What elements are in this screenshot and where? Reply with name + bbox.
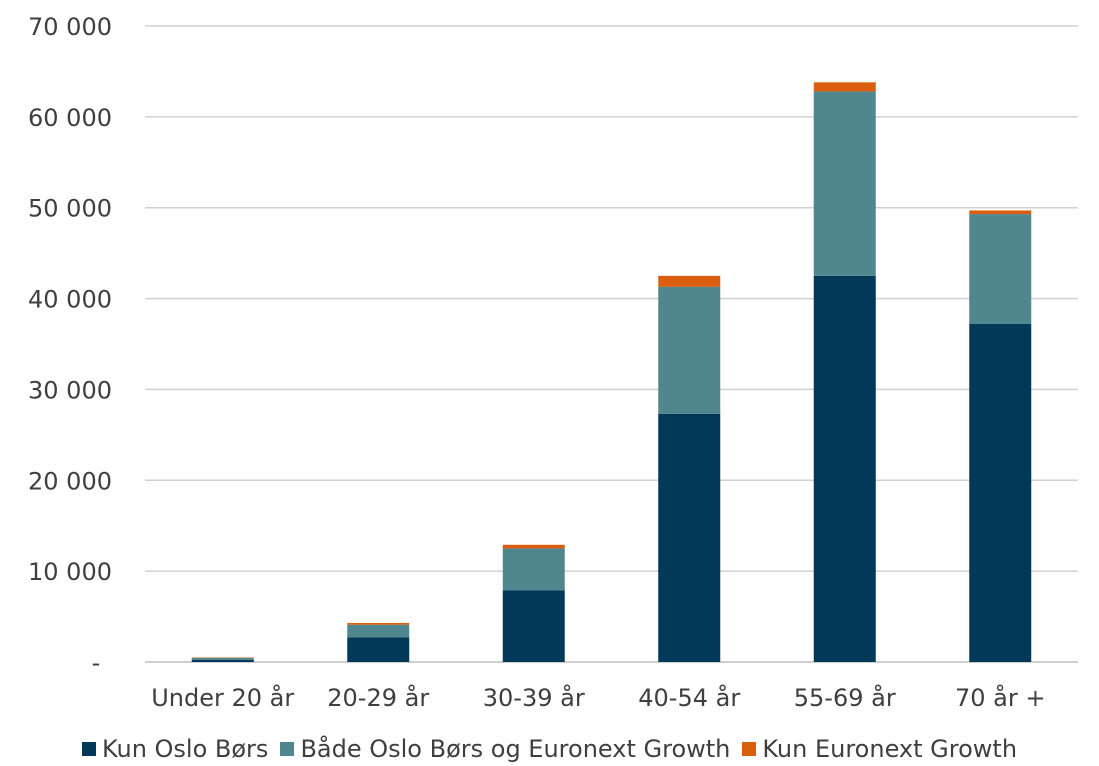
bar-segment	[969, 210, 1031, 214]
bar-segment	[658, 276, 720, 287]
y-tick-label: -	[92, 649, 101, 677]
legend: Kun Oslo Børs Både Oslo Børs og Euronext …	[0, 732, 1099, 766]
bar-segment	[192, 660, 254, 662]
x-tick-label: 20-29 år	[327, 683, 429, 712]
bar-segment	[503, 545, 565, 549]
bar-segment	[503, 590, 565, 662]
y-tick-label: 40 000	[28, 286, 112, 314]
x-tick-label: 55-69 år	[794, 683, 896, 712]
bar-segment	[347, 623, 409, 625]
y-tick-label: 30 000	[28, 376, 112, 404]
legend-label: Både Oslo Børs og Euronext Growth	[300, 735, 730, 763]
bar-segment	[192, 658, 254, 660]
stacked-bar-chart: - 10 000 20 000 30 000 40 000 50 000 60 000 70 …	[0, 0, 1099, 730]
bar-segment	[347, 625, 409, 638]
legend-swatch	[82, 742, 96, 756]
legend-item: Både Oslo Børs og Euronext Growth	[280, 735, 730, 763]
bar-segment	[347, 637, 409, 662]
legend-swatch	[280, 742, 294, 756]
bar-segment	[814, 276, 876, 662]
bar-segment	[814, 91, 876, 275]
bar-segment	[503, 548, 565, 590]
bar-segment	[814, 82, 876, 91]
y-tick-label: 50 000	[28, 195, 112, 223]
bar-segment	[658, 287, 720, 414]
y-tick-label: 20 000	[28, 467, 112, 495]
bar-segment	[658, 414, 720, 662]
legend-label: Kun Oslo Børs	[102, 735, 269, 763]
x-tick-label: Under 20 år	[151, 683, 294, 712]
y-tick-label: 60 000	[28, 104, 112, 132]
x-tick-label: 30-39 år	[483, 683, 585, 712]
legend-item: Kun Euronext Growth	[742, 735, 1017, 763]
legend-item: Kun Oslo Børs	[82, 735, 269, 763]
legend-swatch	[742, 742, 756, 756]
y-tick-label: 70 000	[28, 13, 112, 41]
bar-segment	[969, 324, 1031, 662]
legend-label: Kun Euronext Growth	[762, 735, 1017, 763]
y-tick-label: 10 000	[28, 558, 112, 586]
x-tick-label: 70 år +	[955, 683, 1045, 712]
x-tick-label: 40-54 år	[638, 683, 740, 712]
bar-segment	[969, 214, 1031, 324]
